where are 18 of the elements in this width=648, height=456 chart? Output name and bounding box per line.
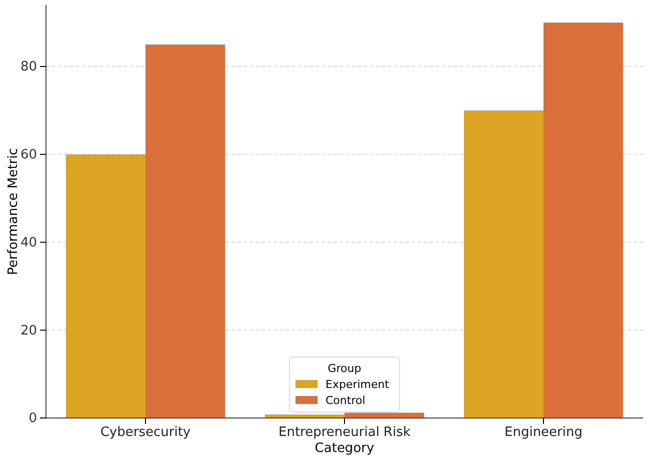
bar — [464, 110, 544, 418]
bar — [344, 412, 424, 418]
x-tick-label: Cybersecurity — [100, 425, 191, 440]
y-tick-label: 60 — [20, 148, 37, 163]
y-axis-title: Performance Metric — [6, 148, 21, 275]
y-tick-label: 40 — [20, 235, 37, 250]
legend-label: Experiment — [326, 378, 390, 391]
y-tick-label: 20 — [20, 323, 37, 338]
legend-label: Control — [326, 394, 366, 407]
x-tick-label: Engineering — [504, 425, 582, 440]
x-axis-title: Category — [314, 441, 374, 456]
legend-title: Group — [328, 362, 362, 375]
y-tick-label: 80 — [20, 60, 37, 75]
y-tick-label: 0 — [28, 411, 37, 426]
x-tick-label: Entrepreneurial Risk — [278, 425, 411, 440]
bar — [146, 44, 226, 418]
bar — [66, 154, 146, 418]
bar — [544, 22, 624, 418]
